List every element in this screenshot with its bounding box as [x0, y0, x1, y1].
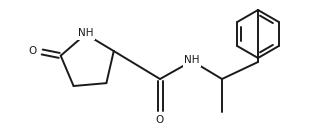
Text: O: O	[156, 115, 164, 125]
Text: NH: NH	[78, 28, 93, 38]
Text: O: O	[29, 46, 37, 56]
Text: NH: NH	[184, 55, 200, 65]
